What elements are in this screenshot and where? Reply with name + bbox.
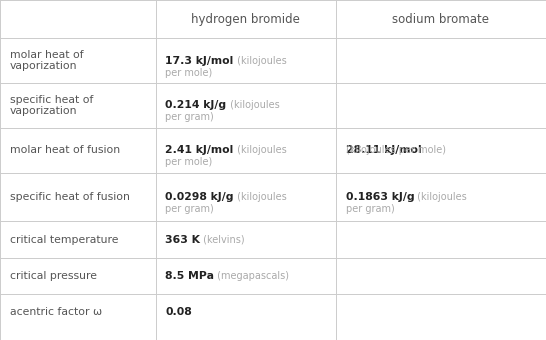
Text: per mole): per mole) [165,68,213,78]
Text: per mole): per mole) [165,157,213,167]
Text: (kelvins): (kelvins) [200,235,245,244]
Text: 0.214 kJ/g: 0.214 kJ/g [165,100,227,110]
Text: per gram): per gram) [165,204,214,214]
Text: (kilojoules: (kilojoules [234,145,287,155]
Text: molar heat of
vaporization: molar heat of vaporization [10,50,84,71]
Text: 0.08: 0.08 [165,307,192,317]
Text: molar heat of fusion: molar heat of fusion [10,145,120,155]
Text: hydrogen bromide: hydrogen bromide [191,13,300,26]
Text: 363 K: 363 K [165,235,200,244]
Text: sodium bromate: sodium bromate [393,13,489,26]
Text: 0.1863 kJ/g: 0.1863 kJ/g [346,192,414,202]
Text: 2.41 kJ/mol: 2.41 kJ/mol [165,145,234,155]
Text: per gram): per gram) [346,204,394,214]
Text: specific heat of fusion: specific heat of fusion [10,192,130,202]
Text: per gram): per gram) [165,113,214,122]
Text: (kilojoules: (kilojoules [234,55,287,66]
Text: (kilojoules per mole): (kilojoules per mole) [346,145,446,155]
Text: critical temperature: critical temperature [10,235,118,244]
Text: (megapascals): (megapascals) [215,271,289,281]
Text: critical pressure: critical pressure [10,271,97,281]
Text: (kilojoules: (kilojoules [227,100,280,110]
Text: (kilojoules: (kilojoules [414,192,467,202]
Text: 28.11 kJ/mol: 28.11 kJ/mol [346,145,422,155]
Text: acentric factor ω: acentric factor ω [10,307,102,317]
Text: 0.0298 kJ/g: 0.0298 kJ/g [165,192,234,202]
Text: specific heat of
vaporization: specific heat of vaporization [10,95,93,116]
Text: 8.5 MPa: 8.5 MPa [165,271,215,281]
Text: (kilojoules: (kilojoules [234,192,287,202]
Text: 17.3 kJ/mol: 17.3 kJ/mol [165,55,234,66]
